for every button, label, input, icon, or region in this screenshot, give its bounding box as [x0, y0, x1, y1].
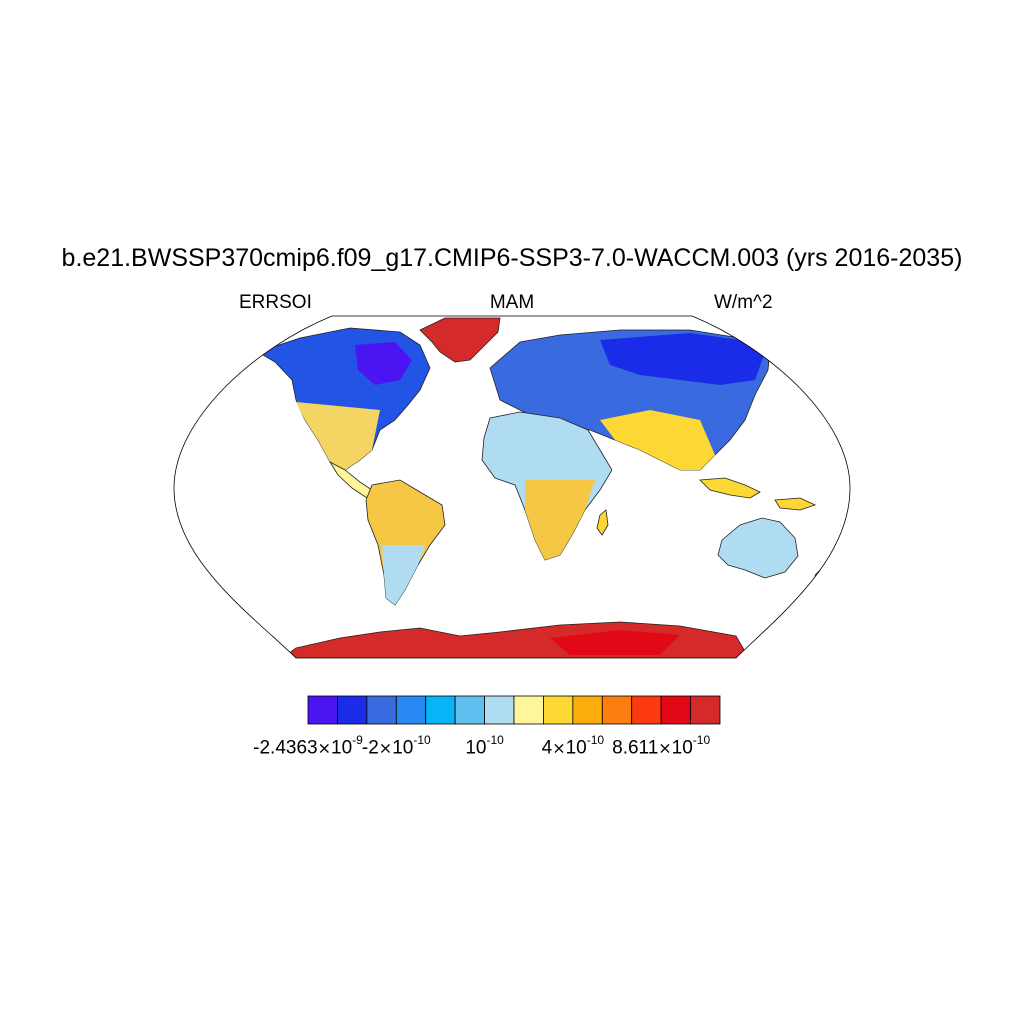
colorbar-swatch [366, 695, 397, 725]
colorbar-swatch [631, 695, 662, 725]
colorbar-swatch [572, 695, 603, 725]
asia-south-region [600, 410, 715, 470]
indonesia-region [699, 477, 761, 499]
australia-region [717, 517, 799, 579]
map-border [173, 315, 851, 659]
greenland-region [419, 317, 501, 363]
colorbar-tick-label: -2.4363×10-9 [253, 733, 363, 759]
colorbar-swatch [660, 695, 691, 725]
colorbar-swatch [307, 695, 338, 725]
variable-label: ERRSOI [239, 292, 312, 313]
antarctica-core [550, 630, 680, 655]
siberia-region [600, 333, 765, 385]
colorbar-swatch [484, 695, 515, 725]
colorbar-swatch [337, 695, 368, 725]
colorbar-tick-label: 4×10-10 [541, 733, 605, 759]
new-guinea-region [774, 497, 817, 511]
new-zealand-region [814, 567, 826, 591]
madagascar-region [596, 509, 609, 536]
colorbar-swatch [543, 695, 574, 725]
colorbar-swatch [690, 695, 721, 725]
colorbar-swatch [513, 695, 544, 725]
season-label: MAM [489, 292, 535, 313]
colorbar [307, 695, 721, 725]
land-fields [257, 317, 826, 658]
colorbar-swatch [425, 695, 456, 725]
units-label: W/m^2 [714, 292, 773, 313]
colorbar-swatch [395, 695, 427, 725]
north-america-south [296, 402, 380, 470]
colorbar-tick-label: 10-10 [465, 733, 504, 759]
colorbar-swatch [454, 695, 485, 725]
figure-title: b.e21.BWSSP370cmip6.f09_g17.CMIP6-SSP3-7… [61, 244, 963, 272]
antarctica-region [278, 621, 751, 658]
south-america-south [382, 545, 425, 605]
colorbar-tick-label: -2×10-10 [361, 733, 431, 759]
colorbar-swatch [601, 695, 633, 725]
hudson-bay-region [355, 342, 412, 385]
colorbar-tick-label: 8.611×10-10 [612, 733, 711, 759]
africa-south-region [525, 480, 595, 560]
